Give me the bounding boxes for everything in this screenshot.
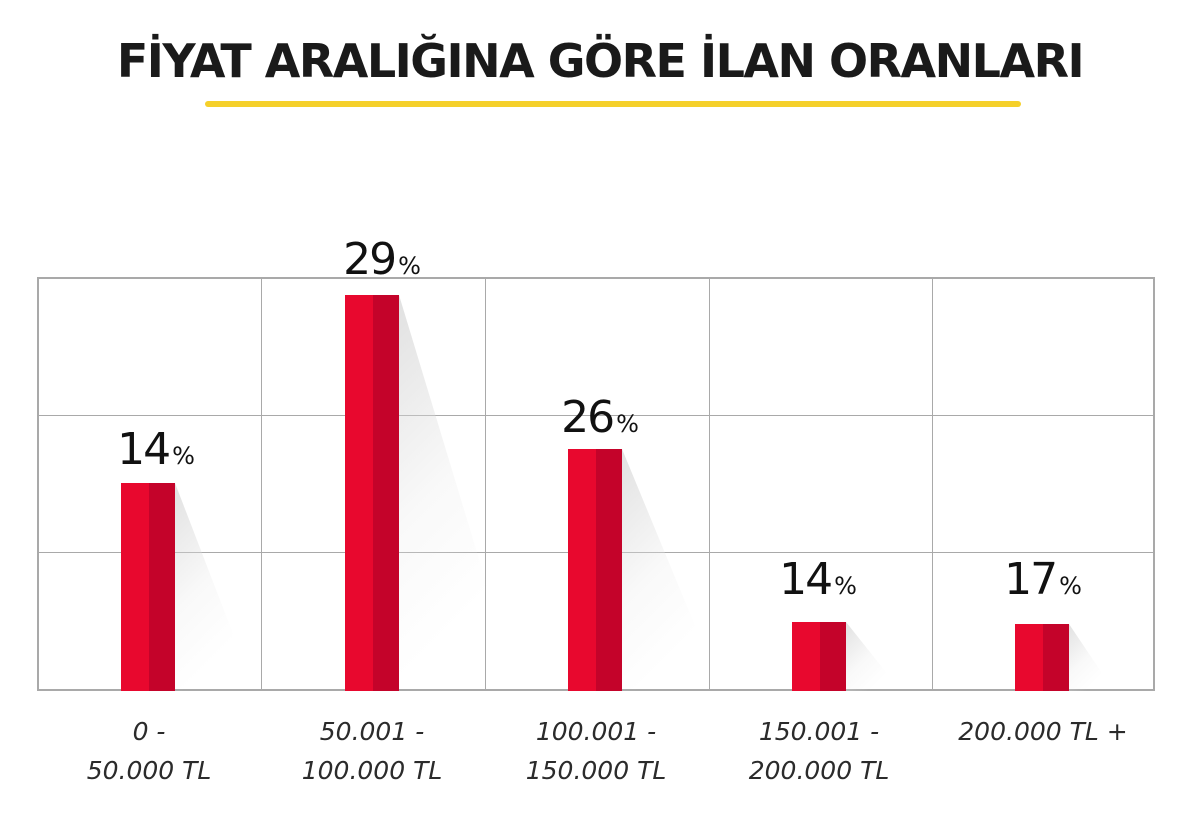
title-underline — [205, 101, 1021, 107]
value-label: 14% — [779, 554, 857, 605]
chart-title: FİYAT ARALIĞINA GÖRE İLAN ORANLARI — [116, 34, 1085, 88]
gridline-vertical — [709, 279, 710, 689]
category-label: 200.000 TL + — [958, 717, 1128, 746]
category-label: 0 -50.000 TL — [86, 717, 212, 785]
value-label: 29% — [343, 234, 421, 285]
gridline-vertical — [932, 279, 933, 689]
gridline-vertical — [261, 279, 262, 689]
value-label: 26% — [561, 392, 639, 443]
value-label: 14% — [117, 424, 195, 475]
category-label: 50.001 -100.000 TL — [301, 717, 443, 785]
bar-150001-200000 — [792, 622, 901, 691]
bar-0-50000 — [121, 483, 255, 691]
category-label: 150.001 -200.000 TL — [748, 717, 890, 785]
value-label: 17% — [1004, 554, 1082, 605]
gridline-vertical — [485, 279, 486, 689]
bar-100001-150000 — [568, 449, 722, 691]
bar-50001-100000 — [345, 295, 519, 691]
category-label: 100.001 -150.000 TL — [525, 717, 667, 785]
bar-200000-plus — [1015, 624, 1114, 691]
gridline-horizontal — [39, 415, 1153, 416]
